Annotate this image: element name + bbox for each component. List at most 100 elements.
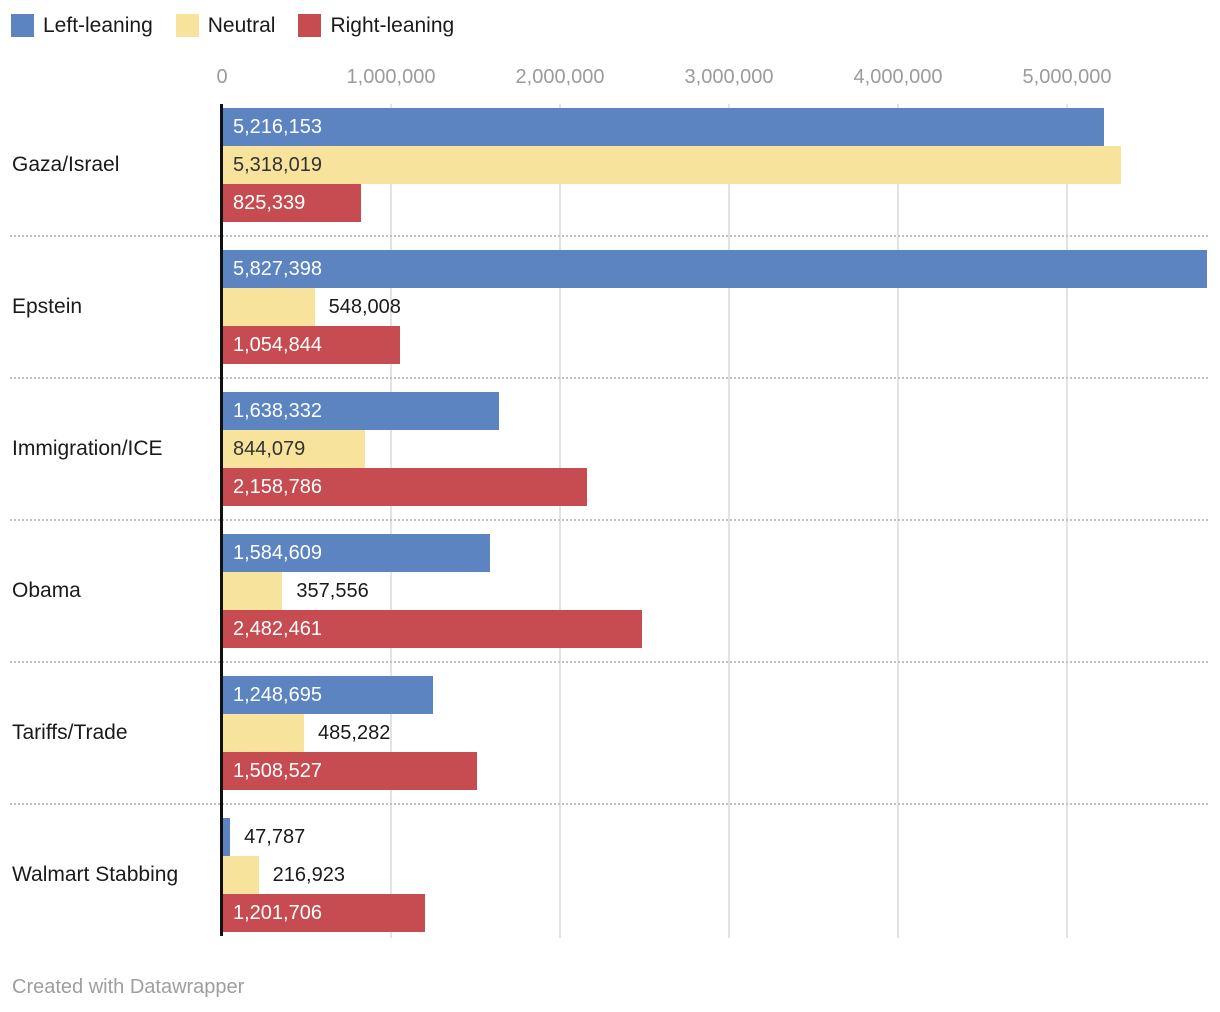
- gridlines: [222, 104, 1220, 938]
- bar-left-leaning: [222, 676, 434, 714]
- category-label: Immigration/ICE: [12, 437, 163, 460]
- gridline: [897, 104, 900, 938]
- footer-credit: Created with Datawrapper: [12, 976, 245, 998]
- bar-right-leaning: [222, 184, 362, 222]
- legend-swatch-icon: [11, 14, 34, 37]
- category-label: Tariffs/Trade: [12, 721, 128, 744]
- bar-line: 1,248,695: [222, 676, 1220, 714]
- bar-neutral: [222, 856, 259, 894]
- bar-group-tariffs-trade: Tariffs/Trade 1,248,695 485,282 1,508,527: [0, 662, 1220, 805]
- legend-swatch-icon: [298, 14, 322, 37]
- legend: Left-leaning Neutral Right-leaning: [11, 14, 454, 37]
- x-tick-label: 0: [216, 66, 228, 88]
- legend-swatch-icon: [175, 14, 199, 37]
- bar-line: 825,339: [222, 184, 1220, 222]
- bars-container: 5,827,398 548,008 1,054,844: [222, 250, 1220, 364]
- value-label: 357,556: [296, 580, 369, 602]
- bar-left-leaning: [222, 534, 490, 572]
- bar-line: 5,827,398: [222, 250, 1220, 288]
- gridline: [390, 104, 392, 938]
- value-label: 5,318,019: [233, 154, 322, 176]
- value-label: 1,584,609: [233, 542, 322, 564]
- value-label: 1,248,695: [233, 684, 322, 706]
- bar-group-immigration-ice: Immigration/ICE 1,638,332 844,079 2,158,786: [0, 378, 1220, 521]
- bar-line: 485,282: [222, 714, 1220, 752]
- bar-right-leaning: [222, 894, 426, 932]
- value-label: 844,079: [233, 438, 306, 460]
- category-label: Obama: [12, 579, 81, 602]
- x-tick-label: 1,000,000: [346, 66, 436, 88]
- bar-line: 1,584,609: [222, 534, 1220, 572]
- legend-label: Left-leaning: [43, 14, 153, 37]
- gridline: [559, 104, 562, 938]
- bar-right-leaning: [222, 326, 401, 364]
- value-label: 1,201,706: [233, 902, 322, 924]
- gridline: [1066, 104, 1069, 938]
- legend-label: Right-leaning: [330, 14, 455, 37]
- bar-line: 2,482,461: [222, 610, 1220, 648]
- bar-left-leaning: [222, 392, 499, 430]
- bar-group-gaza-israel: Gaza/Israel 5,216,153 5,318,019 825,339: [0, 94, 1220, 237]
- group-separator: [10, 235, 1208, 237]
- value-label: 825,339: [233, 192, 306, 214]
- value-label: 1,054,844: [233, 334, 322, 356]
- gridline: [728, 104, 731, 938]
- category-label: Walmart Stabbing: [12, 863, 179, 886]
- group-separator: [10, 803, 1208, 805]
- bar-line: 216,923: [222, 856, 1220, 894]
- bars-container: 1,248,695 485,282 1,508,527: [222, 676, 1220, 790]
- bar-line: 1,054,844: [222, 326, 1220, 364]
- bar-neutral: [222, 288, 315, 326]
- bar-right-leaning: [222, 752, 477, 790]
- bars-container: 1,638,332 844,079 2,158,786: [222, 392, 1220, 506]
- bar-neutral: [222, 146, 1121, 184]
- x-tick-label: 4,000,000: [853, 66, 943, 88]
- value-label: 5,827,398: [233, 258, 322, 280]
- bars-container: 47,787 216,923 1,201,706: [222, 818, 1220, 932]
- bar-left-leaning: [222, 818, 231, 856]
- bar-line: 47,787: [222, 818, 1220, 856]
- bar-line: 357,556: [222, 572, 1220, 610]
- bar-right-leaning: [222, 468, 587, 506]
- bar-line: 548,008: [222, 288, 1220, 326]
- group-separator: [10, 661, 1208, 663]
- value-label: 485,282: [318, 722, 391, 744]
- value-label: 1,638,332: [233, 400, 322, 422]
- bar-line: 1,201,706: [222, 894, 1220, 932]
- bar-group-obama: Obama 1,584,609 357,556 2,482,461: [0, 520, 1220, 663]
- bar-left-leaning: [222, 250, 1207, 288]
- bar-neutral: [222, 714, 305, 752]
- x-axis: 0 1,000,000 2,000,000 3,000,000 4,000,000 5,0…: [216, 66, 1220, 92]
- bars-container: 5,216,153 5,318,019 825,339: [222, 108, 1220, 222]
- x-tick-label: 3,000,000: [684, 66, 774, 88]
- bars-container: 1,584,609 357,556 2,482,461: [222, 534, 1220, 648]
- value-label: 548,008: [328, 296, 401, 318]
- bar-line: 1,508,527: [222, 752, 1220, 790]
- bar-line: 5,216,153: [222, 108, 1220, 146]
- value-label: 47,787: [244, 826, 306, 848]
- bar-group-epstein: Epstein 5,827,398 548,008 1,054,844: [0, 236, 1220, 379]
- bar-line: 1,638,332: [222, 392, 1220, 430]
- group-separator: [10, 519, 1208, 521]
- plot-area: Gaza/Israel 5,216,153 5,318,019 825,339 Epst…: [0, 94, 1220, 946]
- bar-line: 2,158,786: [222, 468, 1220, 506]
- bar-neutral: [222, 430, 365, 468]
- legend-item-right-leaning: Right-leaning: [298, 14, 454, 37]
- legend-item-left-leaning: Left-leaning: [11, 14, 153, 37]
- legend-item-neutral: Neutral: [175, 14, 276, 37]
- value-label: 2,158,786: [233, 476, 322, 498]
- legend-label: Neutral: [207, 14, 276, 37]
- bar-left-leaning: [222, 108, 1104, 146]
- x-tick-label: 2,000,000: [515, 66, 605, 88]
- bar-neutral: [222, 572, 283, 610]
- bar-line: 844,079: [222, 430, 1220, 468]
- zero-axis-line: [220, 104, 223, 936]
- value-label: 1,508,527: [233, 760, 322, 782]
- bar-right-leaning: [222, 610, 642, 648]
- bar-line: 5,318,019: [222, 146, 1220, 184]
- bar-group-walmart-stabbing: Walmart Stabbing 47,787 216,923 1,201,706: [0, 804, 1220, 946]
- value-label: 2,482,461: [233, 618, 322, 640]
- x-tick-label: 5,000,000: [1022, 66, 1112, 88]
- category-label: Gaza/Israel: [12, 153, 120, 176]
